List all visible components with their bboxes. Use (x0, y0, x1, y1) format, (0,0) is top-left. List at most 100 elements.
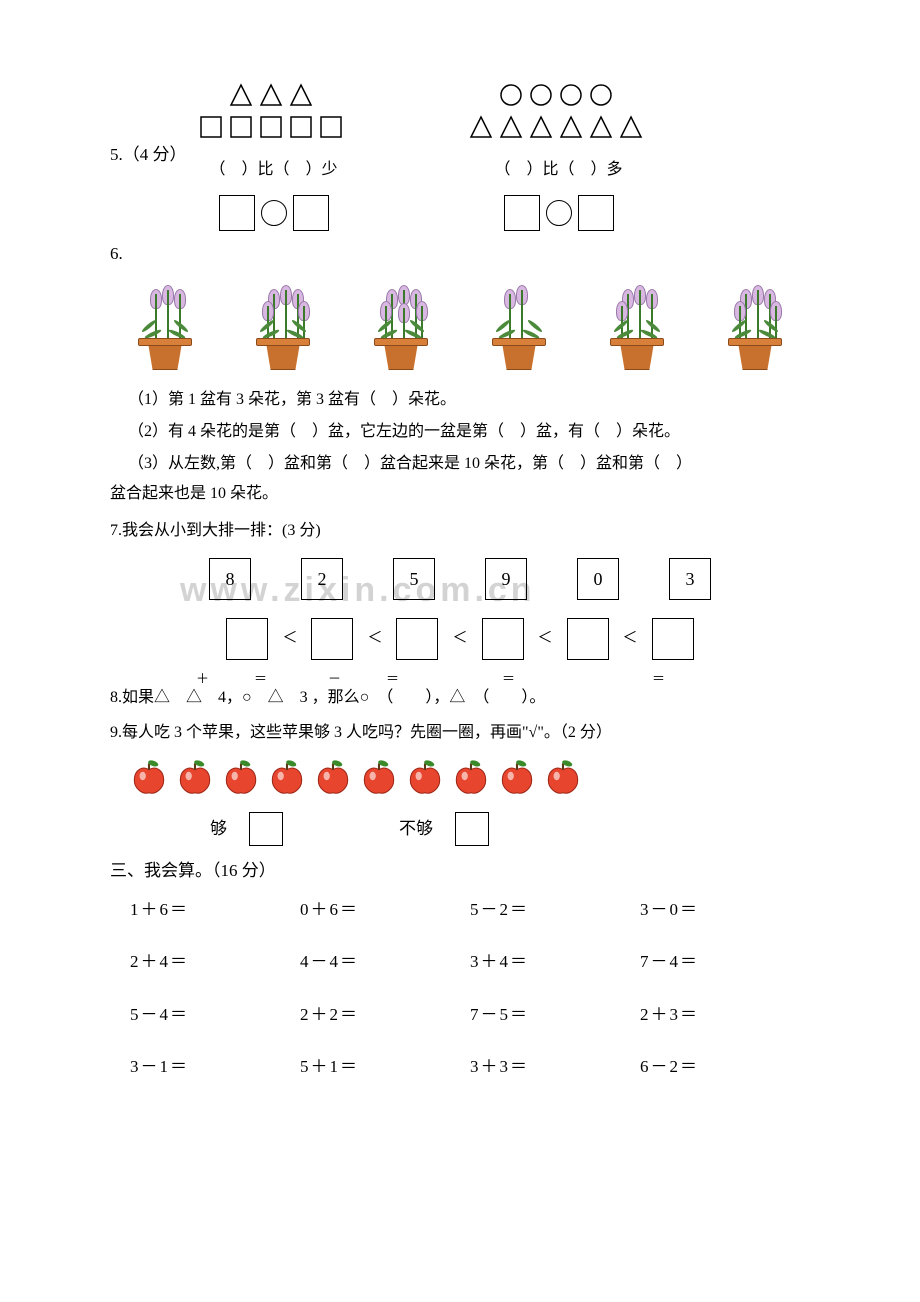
calc-problem: 3－1＝ (130, 1052, 300, 1083)
not-enough-label: 不够 (399, 814, 433, 845)
number-box: 0 (577, 558, 619, 600)
q7-answer-row: ＜ ＜ ＜ ＜ ＜ (110, 618, 810, 660)
apple-icon (220, 755, 262, 808)
apples-row (110, 755, 810, 808)
q5-label: 5.（4 分） (110, 140, 187, 171)
sort-box-icon (482, 618, 524, 660)
calc-problem: 2＋3＝ (640, 1000, 810, 1031)
q5-right-answer (469, 195, 649, 231)
less-than-icon: ＜ (623, 625, 638, 652)
number-box: 2 (301, 558, 343, 600)
plant-icon (592, 275, 682, 370)
plant-icon (710, 275, 800, 370)
answer-circle-icon (546, 200, 572, 226)
sort-box-icon (652, 618, 694, 660)
q5-right-line2 (469, 112, 649, 142)
plants-row (110, 275, 810, 370)
q8-op: ＝ (502, 669, 515, 690)
q6-label: 6. (110, 239, 810, 270)
q8-op: ＝ (386, 669, 399, 690)
sort-box-icon (396, 618, 438, 660)
calc-problem: 3－0＝ (640, 895, 810, 926)
enough-checkbox-icon (249, 812, 283, 846)
sort-box-icon (226, 618, 268, 660)
q5-left-col: （ ）比（ ）少 (199, 80, 349, 231)
enough-label: 够 (210, 814, 227, 845)
q6-line1: （1）第 1 盆有 3 朵花，第 3 盆有（ ）朵花。 (110, 384, 810, 416)
less-than-icon: ＜ (282, 625, 297, 652)
calc-problem: 2＋2＝ (300, 1000, 470, 1031)
plant-icon (474, 275, 564, 370)
q5-right-line1 (469, 80, 649, 110)
apple-icon (128, 755, 170, 808)
apple-icon (266, 755, 308, 808)
calc-problem: 5－2＝ (470, 895, 640, 926)
triangle-row-icon (469, 113, 649, 141)
calc-problem: 3＋4＝ (470, 947, 640, 978)
sort-box-icon (311, 618, 353, 660)
calc-problem: 1＋6＝ (130, 895, 300, 926)
plant-icon (356, 275, 446, 370)
q8-op: ＝ (652, 669, 665, 690)
q5-row: 5.（4 分） (110, 80, 810, 231)
q5-right-col: （ ）比（ ）多 (469, 80, 649, 231)
square-row-icon (199, 113, 349, 141)
circle-row-icon (499, 81, 619, 109)
q8-op: ＝ (254, 669, 267, 690)
question-6: 6. (110, 239, 810, 509)
q7-number-boxes: 8 2 5 9 0 3 (110, 558, 810, 600)
apple-icon (496, 755, 538, 808)
answer-box-icon (219, 195, 255, 231)
q8-op: ＋ (196, 669, 209, 690)
q8-main-text: 8.如果△ △ 4，○ △ 3 ，那么○ （ ），△ （ ）。 (110, 689, 545, 706)
q6-line3: （3）从左数,第（ ）盆和第（ ）盆合起来是 10 朵花，第（ ）盆和第（ ） (110, 448, 810, 480)
plant-icon (120, 275, 210, 370)
answer-circle-icon (261, 200, 287, 226)
calc-problem: 5＋1＝ (300, 1052, 470, 1083)
q8-op: － (328, 669, 341, 690)
q8-text: ＋ ＝ － ＝ ＝ ＝ 8.如果△ △ 4，○ △ 3 ，那么○ （ ），△ （… (110, 685, 810, 711)
calc-problem: 3＋3＝ (470, 1052, 640, 1083)
q7-label: 7.我会从小到大排一排：(3 分) (110, 517, 810, 546)
number-box: 9 (485, 558, 527, 600)
apple-icon (358, 755, 400, 808)
question-7: 7.我会从小到大排一排：(3 分) www.zixin.com.cn 82590… (110, 517, 810, 660)
q5-left-text: （ ）比（ ）少 (199, 156, 349, 185)
calc-problem: 2＋4＝ (130, 947, 300, 978)
q5-left-line2 (199, 112, 349, 142)
section-3: 三、我会算。（16 分） 1＋6＝0＋6＝5－2＝3－0＝ 2＋4＝4－4＝3＋4… (110, 856, 810, 1083)
sort-box-icon (567, 618, 609, 660)
q5-left-answer (199, 195, 349, 231)
number-box: 8 (209, 558, 251, 600)
less-than-icon: ＜ (538, 625, 553, 652)
question-9: 9.每人吃 3 个苹果，这些苹果够 3 人吃吗？先圈一圈，再画"√"。（2 分） (110, 719, 810, 846)
triangle-row-icon (229, 81, 319, 109)
section3-title: 三、我会算。（16 分） (110, 856, 810, 887)
apple-icon (174, 755, 216, 808)
calc-problem: 4－4＝ (300, 947, 470, 978)
apple-icon (542, 755, 584, 808)
q9-label: 9.每人吃 3 个苹果，这些苹果够 3 人吃吗？先圈一圈，再画"√"。（2 分） (110, 719, 810, 748)
answer-box-icon (504, 195, 540, 231)
calc-problem: 5－4＝ (130, 1000, 300, 1031)
calc-problem: 0＋6＝ (300, 895, 470, 926)
number-box: 3 (669, 558, 711, 600)
answer-box-icon (293, 195, 329, 231)
q5-right-text: （ ）比（ ）多 (469, 156, 649, 185)
apple-icon (312, 755, 354, 808)
q5-columns: （ ）比（ ）少 (199, 80, 649, 231)
apple-icon (450, 755, 492, 808)
apple-icon (404, 755, 446, 808)
q9-check-row: 够 不够 (110, 812, 810, 846)
q6-line3b: 盆合起来也是 10 朵花。 (110, 480, 810, 509)
number-box: 5 (393, 558, 435, 600)
not-enough-checkbox-icon (455, 812, 489, 846)
calc-problem: 7－5＝ (470, 1000, 640, 1031)
calc-problem: 6－2＝ (640, 1052, 810, 1083)
calc-grid: 1＋6＝0＋6＝5－2＝3－0＝ 2＋4＝4－4＝3＋4＝7－4＝ 5－4＝2＋2＝… (110, 895, 810, 1083)
calc-problem: 7－4＝ (640, 947, 810, 978)
question-8: ＋ ＝ － ＝ ＝ ＝ 8.如果△ △ 4，○ △ 3 ，那么○ （ ），△ （… (110, 685, 810, 711)
less-than-icon: ＜ (367, 625, 382, 652)
q6-line2: （2）有 4 朵花的是第（ ）盆，它左边的一盆是第（ ）盆，有（ ）朵花。 (110, 416, 810, 448)
plant-icon (238, 275, 328, 370)
